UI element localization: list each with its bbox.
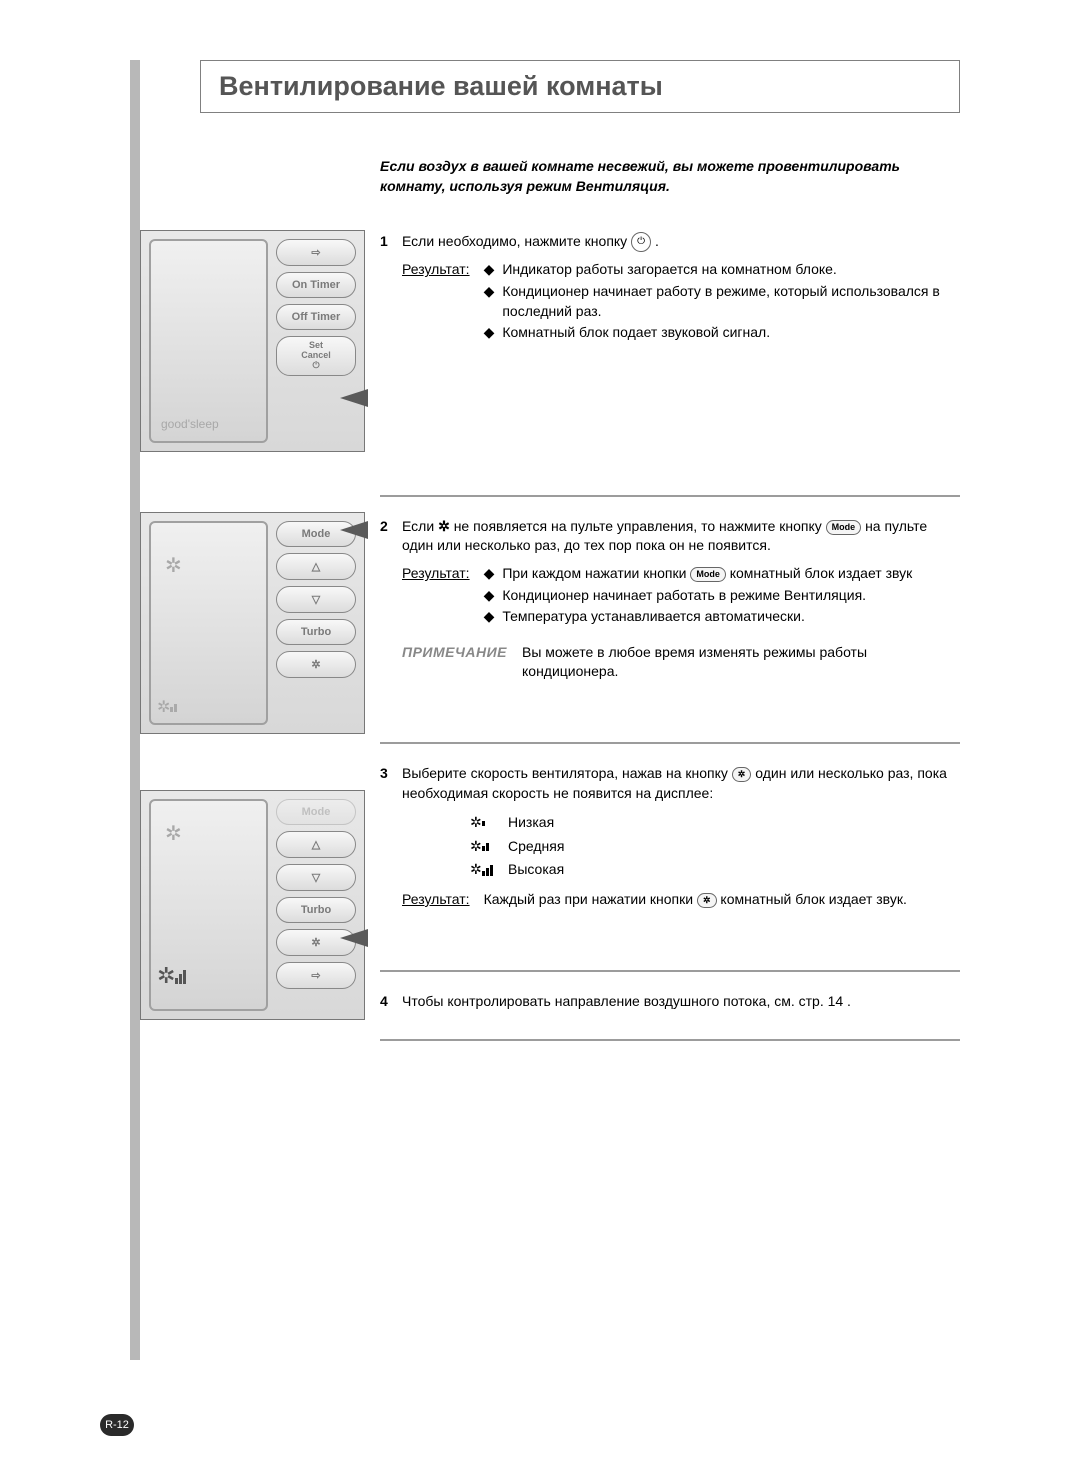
step-2: 2 Если ✲ не появляется на пульте управле…: [380, 517, 960, 556]
step-3-number: 3: [380, 764, 402, 803]
power-button-icon: ⏻: [631, 232, 651, 252]
step-2-note: ПРИМЕЧАНИЕ Вы можете в любое время измен…: [402, 643, 960, 682]
mode-button-icon: Mode: [826, 520, 862, 535]
intro-text: Если воздух в вашей комнате несвежий, вы…: [380, 157, 960, 196]
step-3-result-b: комнатный блок издает звук.: [720, 891, 906, 907]
step-2-bullet-2: Кондиционер начинает работать в режиме В…: [502, 586, 866, 606]
note-label: ПРИМЕЧАНИЕ: [402, 643, 522, 682]
step-1-bullet-3: Комнатный блок подает звуковой сигнал.: [502, 323, 770, 343]
remote-up-button: △: [276, 831, 356, 858]
step-3-text-a: Выберите скорость вентилятора, нажав на …: [402, 765, 732, 781]
step-1-text-a: Если необходимо, нажмите кнопку: [402, 233, 631, 249]
step-2-bullet-1b: комнатный блок издает звук: [730, 565, 913, 581]
remote-fan-button: ✲: [276, 651, 356, 678]
step-2-bullet-1: При каждом нажатии кнопки Mode комнатный…: [502, 564, 912, 584]
fan-low-icon: ✲: [470, 813, 508, 833]
page-title: Вентилирование вашей комнаты: [219, 71, 941, 102]
fan-high-icon: ✲: [470, 860, 508, 880]
step-1: 1 Если необходимо, нажмите кнопку ⏻ .: [380, 232, 960, 252]
diamond-icon: ◆: [484, 260, 495, 280]
remote-ontimer-button: On Timer: [276, 272, 356, 298]
diamond-icon: ◆: [484, 564, 495, 584]
remote-illustration-2: ✲ ✲ Mode △ ▽ Turbo ✲: [140, 512, 365, 734]
diamond-icon: ◆: [484, 607, 495, 627]
fan-button-icon: ✲: [697, 893, 717, 908]
fan-button-icon: ✲: [732, 767, 752, 782]
step-2-bullet-3: Температура устанавливается автоматическ…: [502, 607, 805, 627]
result-label: Результат:: [402, 890, 470, 910]
section-divider: [380, 970, 960, 972]
lcd-fan-icon: ✲: [165, 553, 182, 578]
lcd-fan-icon: ✲: [165, 821, 182, 846]
step-2-number: 2: [380, 517, 402, 556]
diamond-icon: ◆: [484, 282, 495, 321]
step-2-result-list: ◆ При каждом нажатии кнопки Mode комнатн…: [484, 564, 960, 629]
pointer-arrow-icon: [340, 929, 368, 947]
remote-setcancel-button: Set Cancel⏻: [276, 336, 356, 376]
section-divider: [380, 495, 960, 497]
section-divider: [380, 1039, 960, 1041]
step-3-result-a: Каждый раз при нажатии кнопки: [484, 891, 697, 907]
step-2-bullet-1a: При каждом нажатии кнопки: [502, 565, 690, 581]
remote-mode-button: Mode: [276, 799, 356, 825]
note-text: Вы можете в любое время изменять режимы …: [522, 643, 960, 682]
result-label: Результат:: [402, 260, 470, 344]
step-3: 3 Выберите скорость вентилятора, нажав н…: [380, 764, 960, 803]
step-1-result: Результат: ◆ Индикатор работы загорается …: [402, 260, 960, 344]
speed-low: ✲ Низкая: [470, 813, 960, 833]
remote-up-button: △: [276, 553, 356, 580]
step-3-result-text: Каждый раз при нажатии кнопки ✲ комнатны…: [484, 890, 960, 910]
speed-high-label: Высокая: [508, 860, 564, 880]
speed-low-label: Низкая: [508, 813, 554, 833]
content-column: Если воздух в вашей комнате несвежий, вы…: [380, 157, 960, 1041]
step-2-body: Если ✲ не появляется на пульте управлени…: [402, 517, 960, 556]
result-label: Результат:: [402, 564, 470, 629]
mode-button-icon: Mode: [690, 567, 726, 582]
remote-illustration-3: ✲ ✲ Mode △ ▽ Turbo ✲ ⇨: [140, 790, 365, 1020]
step-1-bullet-2: Кондиционер начинает работу в режиме, ко…: [502, 282, 960, 321]
speed-med: ✲ Средняя: [470, 837, 960, 857]
diamond-icon: ◆: [484, 323, 495, 343]
fan-med-icon: ✲: [470, 837, 508, 857]
remote-down-button: ▽: [276, 864, 356, 891]
step-1-bullet-1: Индикатор работы загорается на комнатном…: [502, 260, 836, 280]
step-1-body: Если необходимо, нажмите кнопку ⏻ .: [402, 232, 960, 252]
pointer-arrow-icon: [340, 389, 368, 407]
remote-1-lcd: good'sleep: [149, 239, 268, 443]
remote-offtimer-button: Off Timer: [276, 304, 356, 330]
step-4: 4 Чтобы контролировать направление возду…: [380, 992, 960, 1012]
fan-speed-list: ✲ Низкая ✲ Средняя ✲ Высокая: [470, 813, 960, 880]
step-2-result: Результат: ◆ При каждом нажатии кнопки M…: [402, 564, 960, 629]
fan-icon: ✲: [438, 518, 450, 534]
step-2-text-a: Если: [402, 518, 438, 534]
remote-swing-button: ⇨: [276, 239, 356, 266]
remote-2-lcd: ✲ ✲: [149, 521, 268, 725]
section-divider: [380, 742, 960, 744]
page-number-badge: R-12: [100, 1414, 134, 1436]
step-2-text-b: не появляется на пульте управления, то н…: [454, 518, 826, 534]
remote-turbo-button: Turbo: [276, 897, 356, 923]
lcd-fanbars-icon: ✲: [157, 697, 177, 717]
step-1-number: 1: [380, 232, 402, 252]
speed-med-label: Средняя: [508, 837, 564, 857]
step-4-text: Чтобы контролировать направление воздушн…: [402, 992, 960, 1012]
pointer-arrow-icon: [340, 521, 368, 539]
step-4-number: 4: [380, 992, 402, 1012]
remote-3-lcd: ✲ ✲: [149, 799, 268, 1011]
remote-illustration-1: good'sleep ⇨ On Timer Off Timer Set Canc…: [140, 230, 365, 452]
remote-down-button: ▽: [276, 586, 356, 613]
lcd-goodsleep-label: good'sleep: [161, 417, 219, 431]
remote-turbo-button: Turbo: [276, 619, 356, 645]
step-1-result-list: ◆ Индикатор работы загорается на комнатно…: [484, 260, 960, 344]
cancel-label: Cancel: [301, 350, 331, 360]
remote-swing-button: ⇨: [276, 962, 356, 989]
step-1-text-b: .: [655, 233, 659, 249]
step-3-result: Результат: Каждый раз при нажатии кнопки…: [402, 890, 960, 910]
step-3-body: Выберите скорость вентилятора, нажав на …: [402, 764, 960, 803]
lcd-fanbars-icon: ✲: [157, 963, 186, 989]
diamond-icon: ◆: [484, 586, 495, 606]
speed-high: ✲ Высокая: [470, 860, 960, 880]
set-label: Set: [309, 340, 323, 350]
title-box: Вентилирование вашей комнаты: [200, 60, 960, 113]
